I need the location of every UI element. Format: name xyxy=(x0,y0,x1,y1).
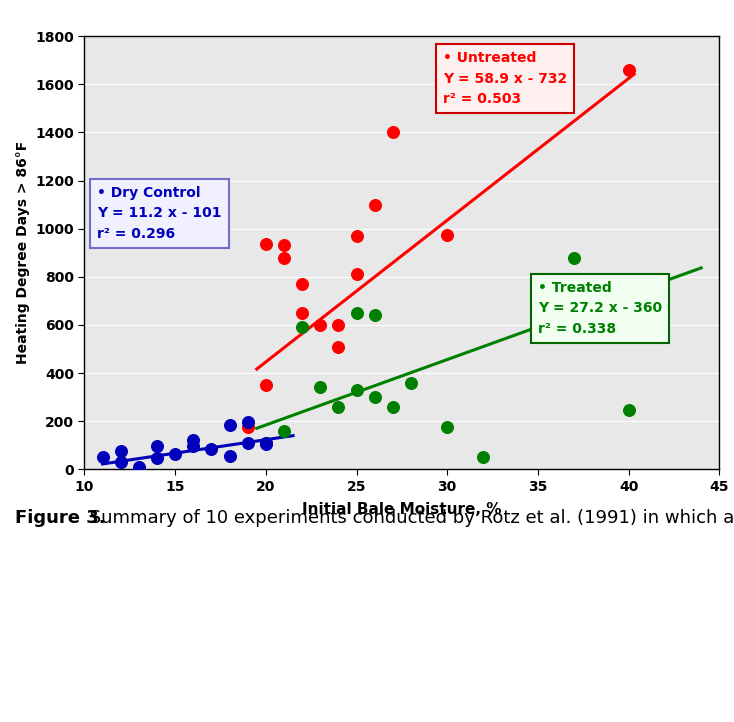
Point xyxy=(278,240,290,251)
Point xyxy=(241,437,253,448)
Point xyxy=(224,451,236,462)
Point xyxy=(260,379,272,391)
Point xyxy=(115,445,126,457)
X-axis label: Initial Bale Moisture, %: Initial Bale Moisture, % xyxy=(302,502,501,517)
Point xyxy=(260,437,272,448)
Point xyxy=(622,64,634,76)
Point xyxy=(568,252,580,264)
Text: Summary of 10 experiments conducted by Rotz et al. (1991) in which a propionic a: Summary of 10 experiments conducted by R… xyxy=(84,509,734,527)
Point xyxy=(333,341,344,352)
Point xyxy=(297,278,308,290)
Point xyxy=(260,437,272,448)
Point xyxy=(351,307,363,318)
Y-axis label: Heating Degree Days > 86°F: Heating Degree Days > 86°F xyxy=(15,141,29,365)
Point xyxy=(351,269,363,280)
Point xyxy=(151,453,163,464)
Point xyxy=(151,440,163,452)
Point xyxy=(115,456,126,468)
Point xyxy=(97,451,109,463)
Point xyxy=(387,401,399,412)
Point xyxy=(622,310,634,321)
Point xyxy=(187,440,199,452)
Point xyxy=(314,319,326,331)
Point xyxy=(368,310,380,321)
Point xyxy=(333,319,344,331)
Point xyxy=(297,321,308,333)
Point xyxy=(314,382,326,393)
Point xyxy=(133,461,145,473)
Point xyxy=(224,419,236,430)
Point xyxy=(441,422,453,433)
Point xyxy=(170,448,181,459)
Point xyxy=(478,451,490,463)
Point xyxy=(368,199,380,210)
Point xyxy=(297,307,308,318)
Point xyxy=(622,404,634,416)
Point xyxy=(405,377,417,388)
Point xyxy=(351,230,363,242)
Text: Figure 3.: Figure 3. xyxy=(15,509,105,527)
Point xyxy=(368,391,380,403)
Point xyxy=(351,384,363,396)
Text: • Untreated
Y = 58.9 x - 732
r² = 0.503: • Untreated Y = 58.9 x - 732 r² = 0.503 xyxy=(443,51,567,106)
Text: • Treated
Y = 27.2 x - 360
r² = 0.338: • Treated Y = 27.2 x - 360 r² = 0.338 xyxy=(538,281,663,336)
Point xyxy=(532,317,544,329)
Point xyxy=(241,417,253,428)
Point xyxy=(187,435,199,446)
Point xyxy=(206,443,217,455)
Text: • Dry Control
Y = 11.2 x - 101
r² = 0.296: • Dry Control Y = 11.2 x - 101 r² = 0.29… xyxy=(97,186,222,240)
Point xyxy=(278,425,290,437)
Point xyxy=(260,438,272,450)
Point xyxy=(333,401,344,412)
Point xyxy=(278,252,290,264)
Point xyxy=(241,422,253,433)
Point xyxy=(260,238,272,250)
Point xyxy=(387,126,399,138)
Point xyxy=(441,229,453,240)
